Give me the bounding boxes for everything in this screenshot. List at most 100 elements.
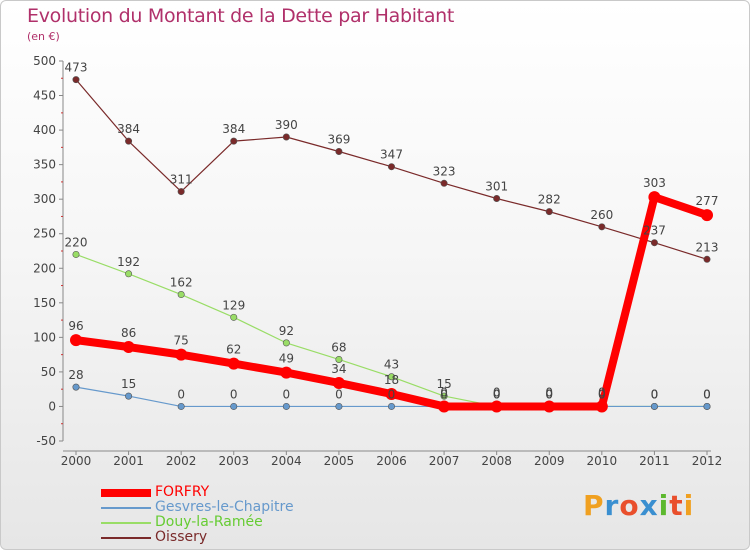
legend-item: FORFRY bbox=[101, 485, 294, 500]
x-tick-label: 2002 bbox=[166, 454, 197, 468]
data-label: 301 bbox=[485, 179, 508, 193]
data-point bbox=[282, 133, 290, 141]
data-label: 49 bbox=[279, 352, 294, 366]
data-label: 282 bbox=[538, 193, 561, 207]
data-point bbox=[230, 137, 238, 145]
data-label: 92 bbox=[279, 324, 294, 338]
data-label: 0 bbox=[598, 387, 606, 401]
x-tick-label: 2011 bbox=[639, 454, 670, 468]
data-point bbox=[335, 402, 343, 410]
data-label: 0 bbox=[703, 387, 711, 401]
data-label: 473 bbox=[65, 61, 88, 75]
legend-swatch bbox=[101, 536, 151, 539]
data-point bbox=[385, 388, 398, 401]
data-label: 0 bbox=[177, 387, 185, 401]
legend-label: Douy-la-Ramée bbox=[155, 514, 263, 530]
data-point bbox=[493, 194, 501, 202]
data-label: 0 bbox=[493, 387, 501, 401]
data-label: 0 bbox=[230, 387, 238, 401]
data-label: 0 bbox=[651, 387, 659, 401]
y-tick-label: 350 bbox=[33, 158, 56, 172]
data-label: 220 bbox=[65, 235, 88, 249]
logo-letter: i bbox=[658, 489, 670, 522]
data-point bbox=[72, 76, 80, 84]
y-tick-label: 0 bbox=[48, 399, 56, 413]
logo-letter: r bbox=[604, 489, 620, 522]
y-tick-label: 150 bbox=[33, 296, 56, 310]
data-point bbox=[650, 239, 658, 247]
data-point bbox=[70, 334, 82, 347]
x-tick-label: 2007 bbox=[429, 454, 460, 468]
logo-letter: x bbox=[639, 489, 659, 522]
data-point bbox=[125, 137, 133, 145]
data-point bbox=[282, 339, 290, 347]
legend-item: Douy-la-Ramée bbox=[101, 515, 294, 530]
data-point bbox=[440, 179, 448, 187]
data-point bbox=[227, 357, 240, 370]
x-tick-label: 2012 bbox=[692, 454, 723, 468]
data-label: 75 bbox=[174, 334, 189, 348]
data-point bbox=[703, 255, 711, 263]
chart-legend: FORFRY Gesvres-le-Chapitre Douy-la-Ramée Oi… bbox=[101, 485, 294, 545]
data-point bbox=[72, 383, 80, 391]
data-point bbox=[125, 392, 133, 400]
data-label: 0 bbox=[598, 385, 606, 399]
data-label: 0 bbox=[335, 387, 343, 401]
data-point bbox=[335, 355, 343, 363]
data-label: 323 bbox=[433, 164, 456, 178]
data-point bbox=[703, 402, 711, 410]
legend-label: Gesvres-le-Chapitre bbox=[155, 499, 294, 515]
legend-item: Gesvres-le-Chapitre bbox=[101, 500, 294, 515]
x-tick-label: 2006 bbox=[376, 454, 407, 468]
data-label: 0 bbox=[651, 387, 659, 401]
legend-label: FORFRY bbox=[155, 484, 210, 500]
legend-item: Oissery bbox=[101, 530, 294, 545]
y-tick-label: 200 bbox=[33, 261, 56, 275]
y-tick-label: -50 bbox=[36, 434, 56, 448]
data-label: 0 bbox=[493, 385, 501, 399]
data-point bbox=[177, 291, 185, 299]
data-label: 15 bbox=[121, 377, 136, 391]
data-point bbox=[490, 400, 503, 413]
data-label: 34 bbox=[331, 362, 346, 376]
data-label: 0 bbox=[703, 387, 711, 401]
x-tick-label: 2010 bbox=[587, 454, 618, 468]
data-label: 0 bbox=[598, 387, 606, 401]
data-label: 28 bbox=[68, 368, 83, 382]
data-label: 0 bbox=[440, 387, 448, 401]
data-point bbox=[122, 341, 135, 354]
data-label: 277 bbox=[696, 194, 719, 208]
data-label: 213 bbox=[696, 240, 719, 254]
legend-swatch bbox=[101, 488, 151, 497]
data-point bbox=[125, 270, 133, 278]
data-label: 384 bbox=[117, 122, 140, 136]
y-tick-label: 400 bbox=[33, 123, 56, 137]
data-point bbox=[440, 392, 448, 400]
data-label: 62 bbox=[226, 343, 241, 357]
x-tick-label: 2005 bbox=[324, 454, 355, 468]
data-point bbox=[545, 208, 553, 216]
data-label: 390 bbox=[275, 118, 298, 132]
logo-letter: o bbox=[619, 489, 640, 522]
data-point bbox=[335, 148, 343, 156]
x-tick-label: 2003 bbox=[218, 454, 249, 468]
data-label: 347 bbox=[380, 148, 403, 162]
x-tick-label: 2004 bbox=[271, 454, 302, 468]
y-tick-label: 250 bbox=[33, 227, 56, 241]
data-label: 0 bbox=[545, 387, 553, 401]
data-point bbox=[177, 402, 185, 410]
x-tick-label: 2001 bbox=[113, 454, 144, 468]
data-label: 43 bbox=[384, 358, 399, 372]
data-label: 0 bbox=[388, 387, 396, 401]
x-tick-label: 2000 bbox=[61, 454, 92, 468]
y-tick-label: 300 bbox=[33, 192, 56, 206]
data-point bbox=[175, 348, 188, 361]
y-tick-label: 100 bbox=[33, 330, 56, 344]
y-tick-label: 450 bbox=[33, 89, 56, 103]
data-label: 369 bbox=[327, 133, 350, 147]
data-point bbox=[72, 250, 80, 258]
data-label: 311 bbox=[170, 173, 193, 187]
data-point bbox=[387, 402, 395, 410]
